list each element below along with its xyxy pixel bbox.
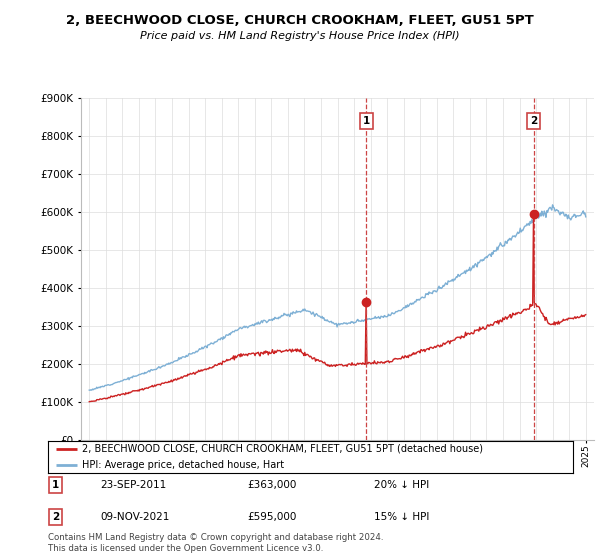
Text: £595,000: £595,000 (248, 512, 297, 522)
Text: £363,000: £363,000 (248, 480, 297, 491)
Text: 09-NOV-2021: 09-NOV-2021 (101, 512, 170, 522)
Text: 2, BEECHWOOD CLOSE, CHURCH CROOKHAM, FLEET, GU51 5PT: 2, BEECHWOOD CLOSE, CHURCH CROOKHAM, FLE… (66, 14, 534, 27)
Text: 15% ↓ HPI: 15% ↓ HPI (373, 512, 429, 522)
Text: 2, BEECHWOOD CLOSE, CHURCH CROOKHAM, FLEET, GU51 5PT (detached house): 2, BEECHWOOD CLOSE, CHURCH CROOKHAM, FLE… (82, 444, 483, 454)
Text: 20% ↓ HPI: 20% ↓ HPI (373, 480, 429, 491)
Text: HPI: Average price, detached house, Hart: HPI: Average price, detached house, Hart (82, 460, 284, 470)
Text: 2: 2 (52, 512, 59, 522)
Text: 1: 1 (52, 480, 59, 491)
Text: 1: 1 (362, 116, 370, 126)
Text: 23-SEP-2011: 23-SEP-2011 (101, 480, 167, 491)
Text: Price paid vs. HM Land Registry's House Price Index (HPI): Price paid vs. HM Land Registry's House … (140, 31, 460, 41)
Text: Contains HM Land Registry data © Crown copyright and database right 2024.
This d: Contains HM Land Registry data © Crown c… (48, 533, 383, 553)
Text: 2: 2 (530, 116, 538, 126)
